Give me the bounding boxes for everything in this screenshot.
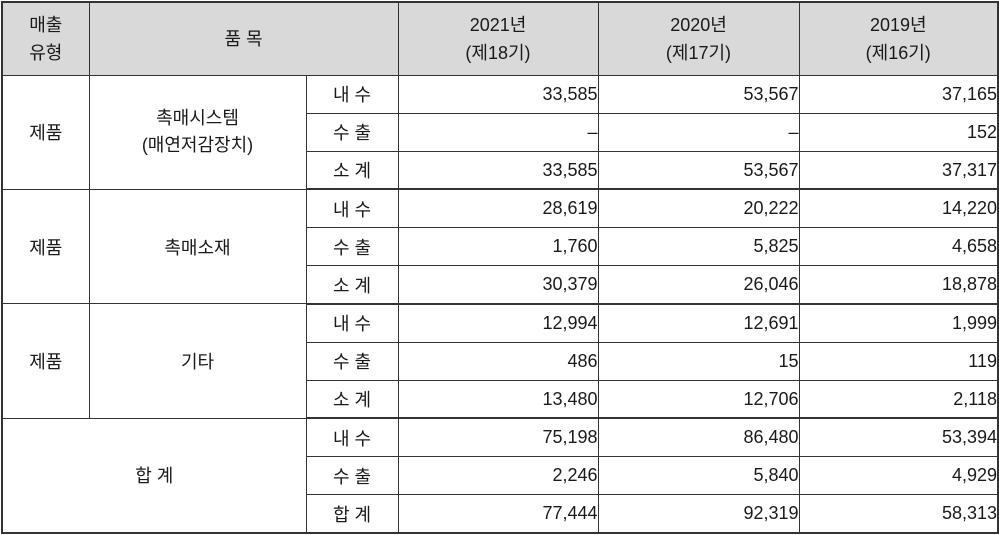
cell-item: 촉매소재 — [88, 188, 307, 305]
header-item: 품 목 — [88, 1, 399, 76]
cell-value-2019: 53,394 — [798, 417, 999, 458]
cell-subtype: 소 계 — [305, 265, 399, 305]
cell-value-2020: 92,319 — [597, 494, 800, 534]
table-row: 수 출 486 15 119 — [2, 341, 999, 381]
header-year-2021-line1: 2021년 — [469, 14, 527, 35]
cell-value-2019: 152 — [798, 112, 999, 152]
table-row: 수 출 1,760 5,825 4,658 — [2, 227, 999, 267]
cell-value-2021: 13,480 — [397, 379, 599, 420]
cell-value-2020: 26,046 — [597, 265, 800, 305]
header-year-2021-line2: (제18기) — [465, 42, 531, 63]
cell-value-2021: 12,994 — [397, 303, 599, 343]
cell-value-2020: 15 — [597, 341, 800, 381]
cell-value-2020: – — [597, 112, 800, 152]
cell-subtype: 내 수 — [305, 303, 399, 343]
cell-total-label: 합 계 — [1, 417, 307, 534]
cell-value-2021: – — [397, 112, 599, 152]
cell-value-2020: 53,567 — [597, 150, 800, 191]
cell-value-2021: 1,760 — [397, 227, 599, 267]
cell-item: 촉매시스템 (매연저감장치) — [88, 74, 307, 190]
header-year-2020-line2: (제17기) — [665, 42, 732, 63]
cell-value-2019: 18,878 — [798, 265, 999, 305]
header-year-2019-line1: 2019년 — [869, 14, 927, 35]
table-row: 제품 기타 내 수 12,994 12,691 1,999 — [1, 303, 999, 419]
table-row: 제품 촉매소재 내 수 28,619 20,222 14,220 — [1, 188, 999, 305]
cell-value-2019: 4,929 — [798, 456, 999, 496]
cell-value-2020: 5,840 — [597, 456, 800, 496]
header-year-2021: 2021년 (제18기) — [397, 1, 599, 76]
cell-value-2020: 53,567 — [597, 74, 800, 114]
cell-value-2021: 77,444 — [397, 494, 599, 534]
cell-item: 기타 — [88, 303, 307, 419]
cell-value-2021: 33,585 — [397, 74, 599, 114]
cell-value-2021: 33,585 — [397, 150, 599, 191]
cell-item-line1: 촉매시스템 — [156, 108, 239, 129]
cell-value-2020: 5,825 — [597, 227, 800, 267]
cell-subtype: 합 계 — [305, 494, 399, 534]
table-row: 수 출 – – 152 — [2, 112, 999, 152]
header-item-label: 품 목 — [224, 28, 263, 49]
cell-value-2019: 14,220 — [798, 188, 999, 229]
table-row: 합 계 77,444 92,319 58,313 — [2, 494, 999, 534]
table-body: 제품 촉매시스템 (매연저감장치) 내 수 33,585 53,567 37,1… — [1, 74, 999, 534]
header-sales-type-line1: 매출 — [29, 14, 63, 35]
cell-value-2020: 12,706 — [597, 379, 800, 420]
cell-subtype: 내 수 — [305, 74, 399, 114]
table-row: 제품 촉매시스템 (매연저감장치) 내 수 33,585 53,567 37,1… — [1, 74, 999, 190]
cell-subtype: 내 수 — [305, 417, 399, 458]
table-row: 합 계 내 수 75,198 86,480 53,394 — [1, 417, 999, 534]
cell-sales-type: 제품 — [1, 74, 90, 190]
cell-value-2021: 28,619 — [397, 188, 599, 229]
header-sales-type: 매출 유형 — [1, 1, 90, 76]
cell-item-line2: (매연저감장치) — [141, 135, 254, 156]
cell-value-2019: 4,658 — [798, 227, 999, 267]
table-row: 소 계 33,585 53,567 37,317 — [2, 150, 999, 191]
cell-sales-type: 제품 — [1, 303, 90, 419]
cell-subtype: 소 계 — [305, 379, 399, 420]
cell-value-2019: 1,999 — [798, 303, 999, 343]
cell-value-2019: 37,165 — [798, 74, 999, 114]
cell-value-2019: 119 — [798, 341, 999, 381]
cell-value-2019: 2,118 — [798, 379, 999, 420]
cell-subtype: 수 출 — [305, 227, 399, 267]
cell-value-2021: 30,379 — [397, 265, 599, 305]
cell-subtype: 소 계 — [305, 150, 399, 191]
header-row: 매출 유형 품 목 2021년 (제18기) 2020년 (제17기) 2019… — [1, 1, 999, 76]
cell-value-2021: 2,246 — [397, 456, 599, 496]
cell-value-2021: 486 — [397, 341, 599, 381]
cell-value-2019: 37,317 — [798, 150, 999, 191]
cell-value-2019: 58,313 — [798, 494, 999, 534]
header-year-2019-line2: (제16기) — [865, 42, 931, 63]
cell-subtype: 수 출 — [305, 456, 399, 496]
header-year-2019: 2019년 (제16기) — [798, 1, 999, 76]
cell-sales-type: 제품 — [1, 188, 90, 305]
header-sales-type-line2: 유형 — [29, 42, 63, 63]
table-header: 매출 유형 품 목 2021년 (제18기) 2020년 (제17기) 2019… — [1, 1, 999, 76]
cell-value-2021: 75,198 — [397, 417, 599, 458]
cell-value-2020: 86,480 — [597, 417, 800, 458]
cell-value-2020: 12,691 — [597, 303, 800, 343]
cell-subtype: 수 출 — [305, 112, 399, 152]
table-row: 소 계 13,480 12,706 2,118 — [2, 379, 999, 420]
header-year-2020-line1: 2020년 — [670, 14, 727, 35]
cell-subtype: 수 출 — [305, 341, 399, 381]
cell-subtype: 내 수 — [305, 188, 399, 229]
cell-value-2020: 20,222 — [597, 188, 800, 229]
table-row: 소 계 30,379 26,046 18,878 — [2, 265, 999, 305]
header-year-2020: 2020년 (제17기) — [597, 1, 800, 76]
